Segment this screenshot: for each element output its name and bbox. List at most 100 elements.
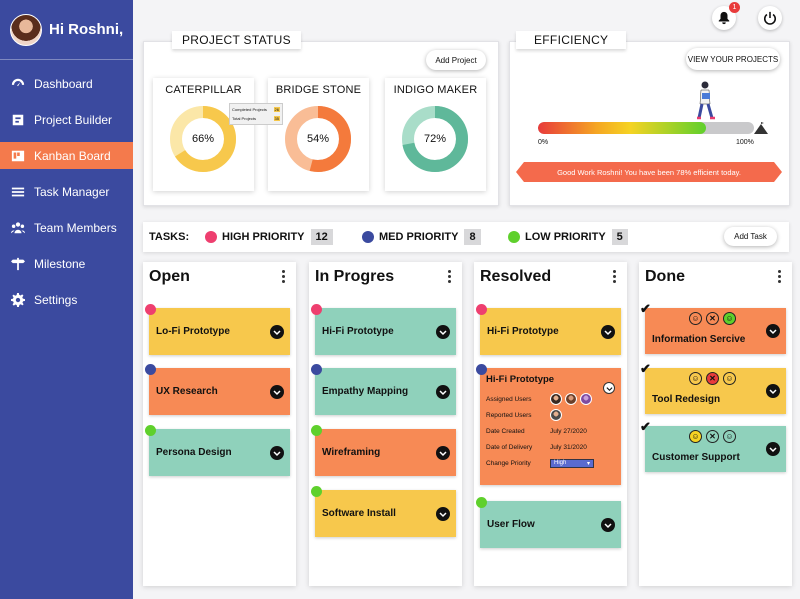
priority-label: MED PRIORITY bbox=[379, 231, 459, 243]
rating-emojis: ☺ ✕ ☺ bbox=[689, 372, 736, 385]
project-donut bbox=[402, 106, 468, 172]
neutral-face-icon[interactable]: ☺ bbox=[723, 312, 736, 325]
check-icon: ✔ bbox=[640, 419, 651, 434]
column-done: Done ✔ ☺ ✕ ☺ Information Sercive ✔ ☺ ✕ ☺… bbox=[639, 262, 792, 586]
change-priority-row: Change Priority High ▾ bbox=[486, 455, 621, 471]
sidebar-item-milestone[interactable]: Milestone bbox=[0, 250, 133, 277]
chevron-down-icon[interactable] bbox=[270, 384, 284, 399]
happy-face-icon[interactable]: ☺ bbox=[689, 430, 702, 443]
sidebar-item-label: Milestone bbox=[34, 256, 86, 271]
project-tooltip: Completed Projects 26 Total Projects 35 bbox=[229, 103, 283, 125]
power-button[interactable] bbox=[758, 6, 782, 30]
column-menu-icon[interactable] bbox=[613, 270, 617, 283]
project-percent: 54% bbox=[306, 133, 330, 145]
happy-face-icon[interactable]: ☺ bbox=[689, 372, 702, 385]
sidebar-item-dashboard[interactable]: Dashboard bbox=[0, 70, 133, 97]
neutral-face-icon[interactable]: ☺ bbox=[723, 372, 736, 385]
chevron-down-icon[interactable] bbox=[766, 442, 780, 456]
angry-face-icon[interactable]: ✕ bbox=[706, 312, 719, 325]
task-card[interactable]: ✔ ☺ ✕ ☺ Tool Redesign bbox=[640, 361, 786, 414]
priority-dot bbox=[476, 497, 487, 508]
efficiency-bar bbox=[538, 122, 754, 134]
angry-face-icon[interactable]: ✕ bbox=[706, 430, 719, 443]
chevron-down-icon[interactable] bbox=[766, 384, 780, 398]
project-card-indigo-maker[interactable]: INDIGO MAKER 72% bbox=[385, 78, 486, 191]
task-card[interactable]: Persona Design bbox=[145, 425, 290, 476]
task-card[interactable]: Hi-Fi Prototype bbox=[311, 304, 456, 355]
avatar[interactable] bbox=[565, 393, 577, 405]
chevron-down-icon[interactable] bbox=[436, 384, 450, 399]
sidebar-item-task-manager[interactable]: Task Manager bbox=[0, 178, 133, 205]
low-priority-filter[interactable]: LOW PRIORITY 5 bbox=[508, 229, 628, 245]
task-detail-card[interactable]: Hi-Fi Prototype Assigned Users Reported … bbox=[476, 364, 621, 485]
task-card[interactable]: ✔ ☺ ✕ ☺ Customer Support bbox=[640, 419, 786, 472]
avatar[interactable] bbox=[580, 393, 592, 405]
project-status-title: PROJECT STATUS bbox=[172, 31, 301, 49]
avatar[interactable] bbox=[550, 393, 562, 405]
neutral-face-icon[interactable]: ☺ bbox=[723, 430, 736, 443]
project-card-bridge-stone[interactable]: BRIDGE STONE 54% bbox=[268, 78, 369, 191]
bell-icon bbox=[718, 11, 730, 25]
task-label: Hi-Fi Prototype bbox=[322, 326, 394, 337]
chevron-down-icon[interactable] bbox=[270, 324, 284, 339]
task-label: Wireframing bbox=[322, 447, 381, 458]
chevron-up-icon[interactable] bbox=[603, 382, 615, 394]
task-card[interactable]: Hi-Fi Prototype bbox=[476, 304, 621, 355]
column-menu-icon[interactable] bbox=[282, 270, 286, 283]
priority-label: LOW PRIORITY bbox=[525, 231, 606, 243]
delivery-date-value: July 31/2020 bbox=[550, 443, 587, 451]
priority-dot bbox=[145, 304, 156, 315]
priority-dot bbox=[145, 364, 156, 375]
low-priority-dot bbox=[508, 231, 520, 243]
column-menu-icon[interactable] bbox=[778, 270, 782, 283]
priority-dot bbox=[311, 425, 322, 436]
delivery-date-row: Date of Delivery July 31/2020 bbox=[486, 439, 621, 455]
tooltip-total-label: Total Projects bbox=[232, 116, 257, 121]
sidebar-item-settings[interactable]: Settings bbox=[0, 286, 133, 313]
task-label: UX Research bbox=[156, 386, 218, 397]
med-priority-filter[interactable]: MED PRIORITY 8 bbox=[362, 229, 481, 245]
chevron-down-icon[interactable] bbox=[270, 445, 284, 460]
sidebar-item-team-members[interactable]: Team Members bbox=[0, 214, 133, 241]
angry-face-icon[interactable]: ✕ bbox=[706, 372, 719, 385]
add-project-button[interactable]: Add Project bbox=[426, 50, 486, 70]
task-label: Software Install bbox=[322, 508, 396, 519]
chevron-down-icon[interactable] bbox=[601, 324, 615, 339]
project-name: INDIGO MAKER bbox=[393, 84, 478, 96]
view-projects-button[interactable]: VIEW YOUR PROJECTS bbox=[686, 48, 780, 70]
chevron-down-icon[interactable] bbox=[436, 506, 450, 521]
task-card[interactable]: Lo-Fi Prototype bbox=[145, 304, 290, 355]
chevron-down-icon[interactable] bbox=[601, 517, 615, 532]
delivery-date-label: Date of Delivery bbox=[486, 443, 533, 451]
column-menu-icon[interactable] bbox=[448, 270, 452, 283]
high-priority-filter[interactable]: HIGH PRIORITY 12 bbox=[205, 229, 333, 245]
gear-icon bbox=[11, 292, 25, 307]
notification-badge: 1 bbox=[729, 2, 740, 13]
project-card-caterpillar[interactable]: CATERPILLAR 66% bbox=[153, 78, 254, 191]
task-card[interactable]: Software Install bbox=[311, 486, 456, 537]
task-card[interactable]: UX Research bbox=[145, 364, 290, 415]
chevron-down-icon[interactable] bbox=[436, 445, 450, 460]
greeting: Hi Roshni, bbox=[49, 21, 124, 38]
avatar[interactable] bbox=[550, 409, 562, 421]
project-builder-icon bbox=[11, 113, 25, 127]
task-card[interactable]: ✔ ☺ ✕ ☺ Information Sercive bbox=[640, 301, 786, 354]
profile-header: Hi Roshni, bbox=[0, 0, 133, 60]
sidebar-item-label: Settings bbox=[34, 292, 78, 307]
task-detail-title: Hi-Fi Prototype bbox=[486, 374, 555, 385]
column-title: Open bbox=[149, 268, 190, 285]
avatar[interactable] bbox=[10, 13, 42, 46]
task-card[interactable]: Wireframing bbox=[311, 425, 456, 476]
sidebar-item-project-builder[interactable]: Project Builder bbox=[0, 106, 133, 133]
notifications-button[interactable]: 1 bbox=[712, 2, 740, 30]
priority-select[interactable]: High ▾ bbox=[550, 458, 594, 468]
chevron-down-icon[interactable] bbox=[436, 324, 450, 339]
date-created-label: Date Created bbox=[486, 427, 525, 435]
task-card[interactable]: User Flow bbox=[476, 497, 621, 548]
add-task-button[interactable]: Add Task bbox=[724, 227, 777, 246]
tasks-label: TASKS: bbox=[149, 231, 190, 243]
happy-face-icon[interactable]: ☺ bbox=[689, 312, 702, 325]
sidebar-item-kanban-board[interactable]: Kanban Board bbox=[0, 142, 133, 169]
chevron-down-icon[interactable] bbox=[766, 324, 780, 338]
task-card[interactable]: Empathy Mapping bbox=[311, 364, 456, 415]
